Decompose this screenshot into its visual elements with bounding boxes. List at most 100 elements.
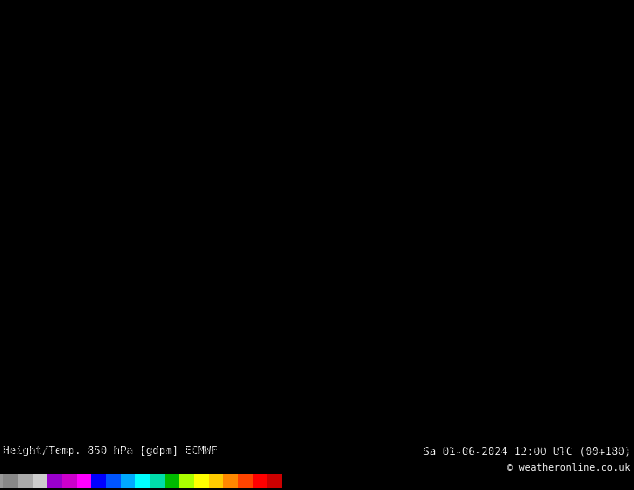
- Text: 4: 4: [386, 318, 391, 327]
- Text: 7: 7: [141, 352, 146, 361]
- Text: 3: 3: [323, 112, 328, 121]
- Text: 2: 2: [484, 137, 489, 147]
- Text: 3: 3: [288, 95, 293, 103]
- Text: 8: 8: [155, 413, 160, 421]
- Text: 3: 3: [288, 69, 293, 77]
- Text: 8: 8: [176, 404, 181, 413]
- Text: 3: 3: [491, 25, 496, 35]
- Text: 5: 5: [64, 163, 69, 172]
- Text: 3: 3: [512, 86, 517, 95]
- Text: 3: 3: [526, 309, 531, 318]
- Text: 3: 3: [470, 197, 475, 206]
- Text: 3: 3: [624, 206, 629, 215]
- Text: 4: 4: [526, 352, 531, 361]
- Text: 4: 4: [449, 343, 454, 353]
- Bar: [150, 474, 165, 488]
- Text: 2: 2: [519, 154, 524, 164]
- Text: 3: 3: [197, 34, 202, 43]
- Text: 3: 3: [456, 266, 461, 275]
- Text: 6: 6: [393, 438, 398, 447]
- Text: 6: 6: [99, 249, 104, 258]
- Text: 4: 4: [351, 258, 356, 267]
- Text: 4: 4: [351, 301, 356, 310]
- Text: 4: 4: [449, 326, 454, 336]
- Text: 6: 6: [344, 395, 349, 404]
- Text: 2: 2: [442, 51, 447, 60]
- Text: 4: 4: [274, 266, 279, 275]
- Text: 8: 8: [197, 438, 202, 447]
- Text: 8: 8: [120, 430, 125, 439]
- Text: 3: 3: [344, 120, 349, 129]
- Text: 8: 8: [218, 421, 223, 430]
- Text: 8: 8: [43, 309, 48, 318]
- Text: 5: 5: [29, 163, 34, 172]
- Text: 8: 8: [232, 438, 237, 447]
- Text: 4: 4: [323, 241, 328, 249]
- Text: 5: 5: [169, 258, 174, 267]
- Text: 2: 2: [379, 86, 384, 95]
- Text: 2: 2: [575, 266, 580, 275]
- Text: 3: 3: [421, 275, 426, 284]
- Text: 2: 2: [484, 86, 489, 95]
- Text: 4: 4: [29, 60, 34, 69]
- Text: 4: 4: [71, 8, 76, 17]
- Text: 7: 7: [302, 413, 307, 421]
- Text: 4: 4: [414, 343, 419, 353]
- Text: 2: 2: [372, 0, 377, 9]
- Text: 6: 6: [428, 421, 433, 430]
- Text: 6: 6: [120, 249, 125, 258]
- Text: 4: 4: [232, 137, 237, 147]
- Text: 6: 6: [8, 172, 13, 181]
- Text: 2: 2: [526, 206, 531, 215]
- Text: 8: 8: [596, 8, 601, 17]
- Text: 8: 8: [120, 387, 125, 395]
- Text: 4: 4: [617, 413, 622, 421]
- Text: 3: 3: [407, 154, 412, 164]
- Text: 2: 2: [330, 60, 335, 69]
- Text: 2: 2: [547, 206, 552, 215]
- Text: 4: 4: [106, 0, 111, 9]
- Text: 6: 6: [120, 283, 125, 293]
- Text: 4: 4: [106, 112, 111, 121]
- Text: 4: 4: [393, 318, 398, 327]
- Text: 5: 5: [29, 154, 34, 164]
- Text: 2: 2: [568, 266, 573, 275]
- Text: 8: 8: [57, 438, 61, 447]
- Text: 5: 5: [120, 180, 125, 189]
- Text: 2: 2: [358, 25, 363, 35]
- Text: 4: 4: [134, 137, 139, 147]
- Text: 3: 3: [253, 77, 258, 86]
- Text: 5: 5: [302, 335, 307, 344]
- Text: 3: 3: [302, 17, 307, 26]
- Text: 4: 4: [484, 361, 489, 370]
- Text: 4: 4: [533, 361, 538, 370]
- Text: 3: 3: [288, 77, 293, 86]
- Text: 2: 2: [365, 34, 370, 43]
- Text: 4: 4: [43, 103, 48, 112]
- Text: 2: 2: [519, 249, 524, 258]
- Text: 4: 4: [603, 421, 608, 430]
- Text: 4: 4: [120, 95, 125, 103]
- Text: 4: 4: [421, 301, 426, 310]
- Text: 4: 4: [288, 163, 293, 172]
- Text: 3: 3: [421, 266, 426, 275]
- Text: 5: 5: [64, 146, 69, 155]
- Text: 6: 6: [162, 292, 167, 301]
- Text: 2: 2: [519, 189, 524, 198]
- Text: 4: 4: [246, 197, 251, 206]
- Text: 3: 3: [421, 249, 426, 258]
- Text: 3: 3: [337, 103, 342, 112]
- Text: 4: 4: [393, 301, 398, 310]
- Text: 5: 5: [568, 447, 573, 456]
- Text: 6: 6: [57, 232, 61, 241]
- Text: 3: 3: [575, 326, 580, 336]
- Text: 5: 5: [407, 369, 412, 378]
- Text: 3: 3: [540, 86, 545, 95]
- Text: 3: 3: [512, 51, 517, 60]
- Text: 7: 7: [561, 77, 566, 86]
- Text: 8: 8: [582, 69, 587, 77]
- Text: 3: 3: [288, 60, 293, 69]
- Text: 4: 4: [316, 258, 321, 267]
- Text: 8: 8: [141, 395, 146, 404]
- Text: 2: 2: [400, 95, 405, 103]
